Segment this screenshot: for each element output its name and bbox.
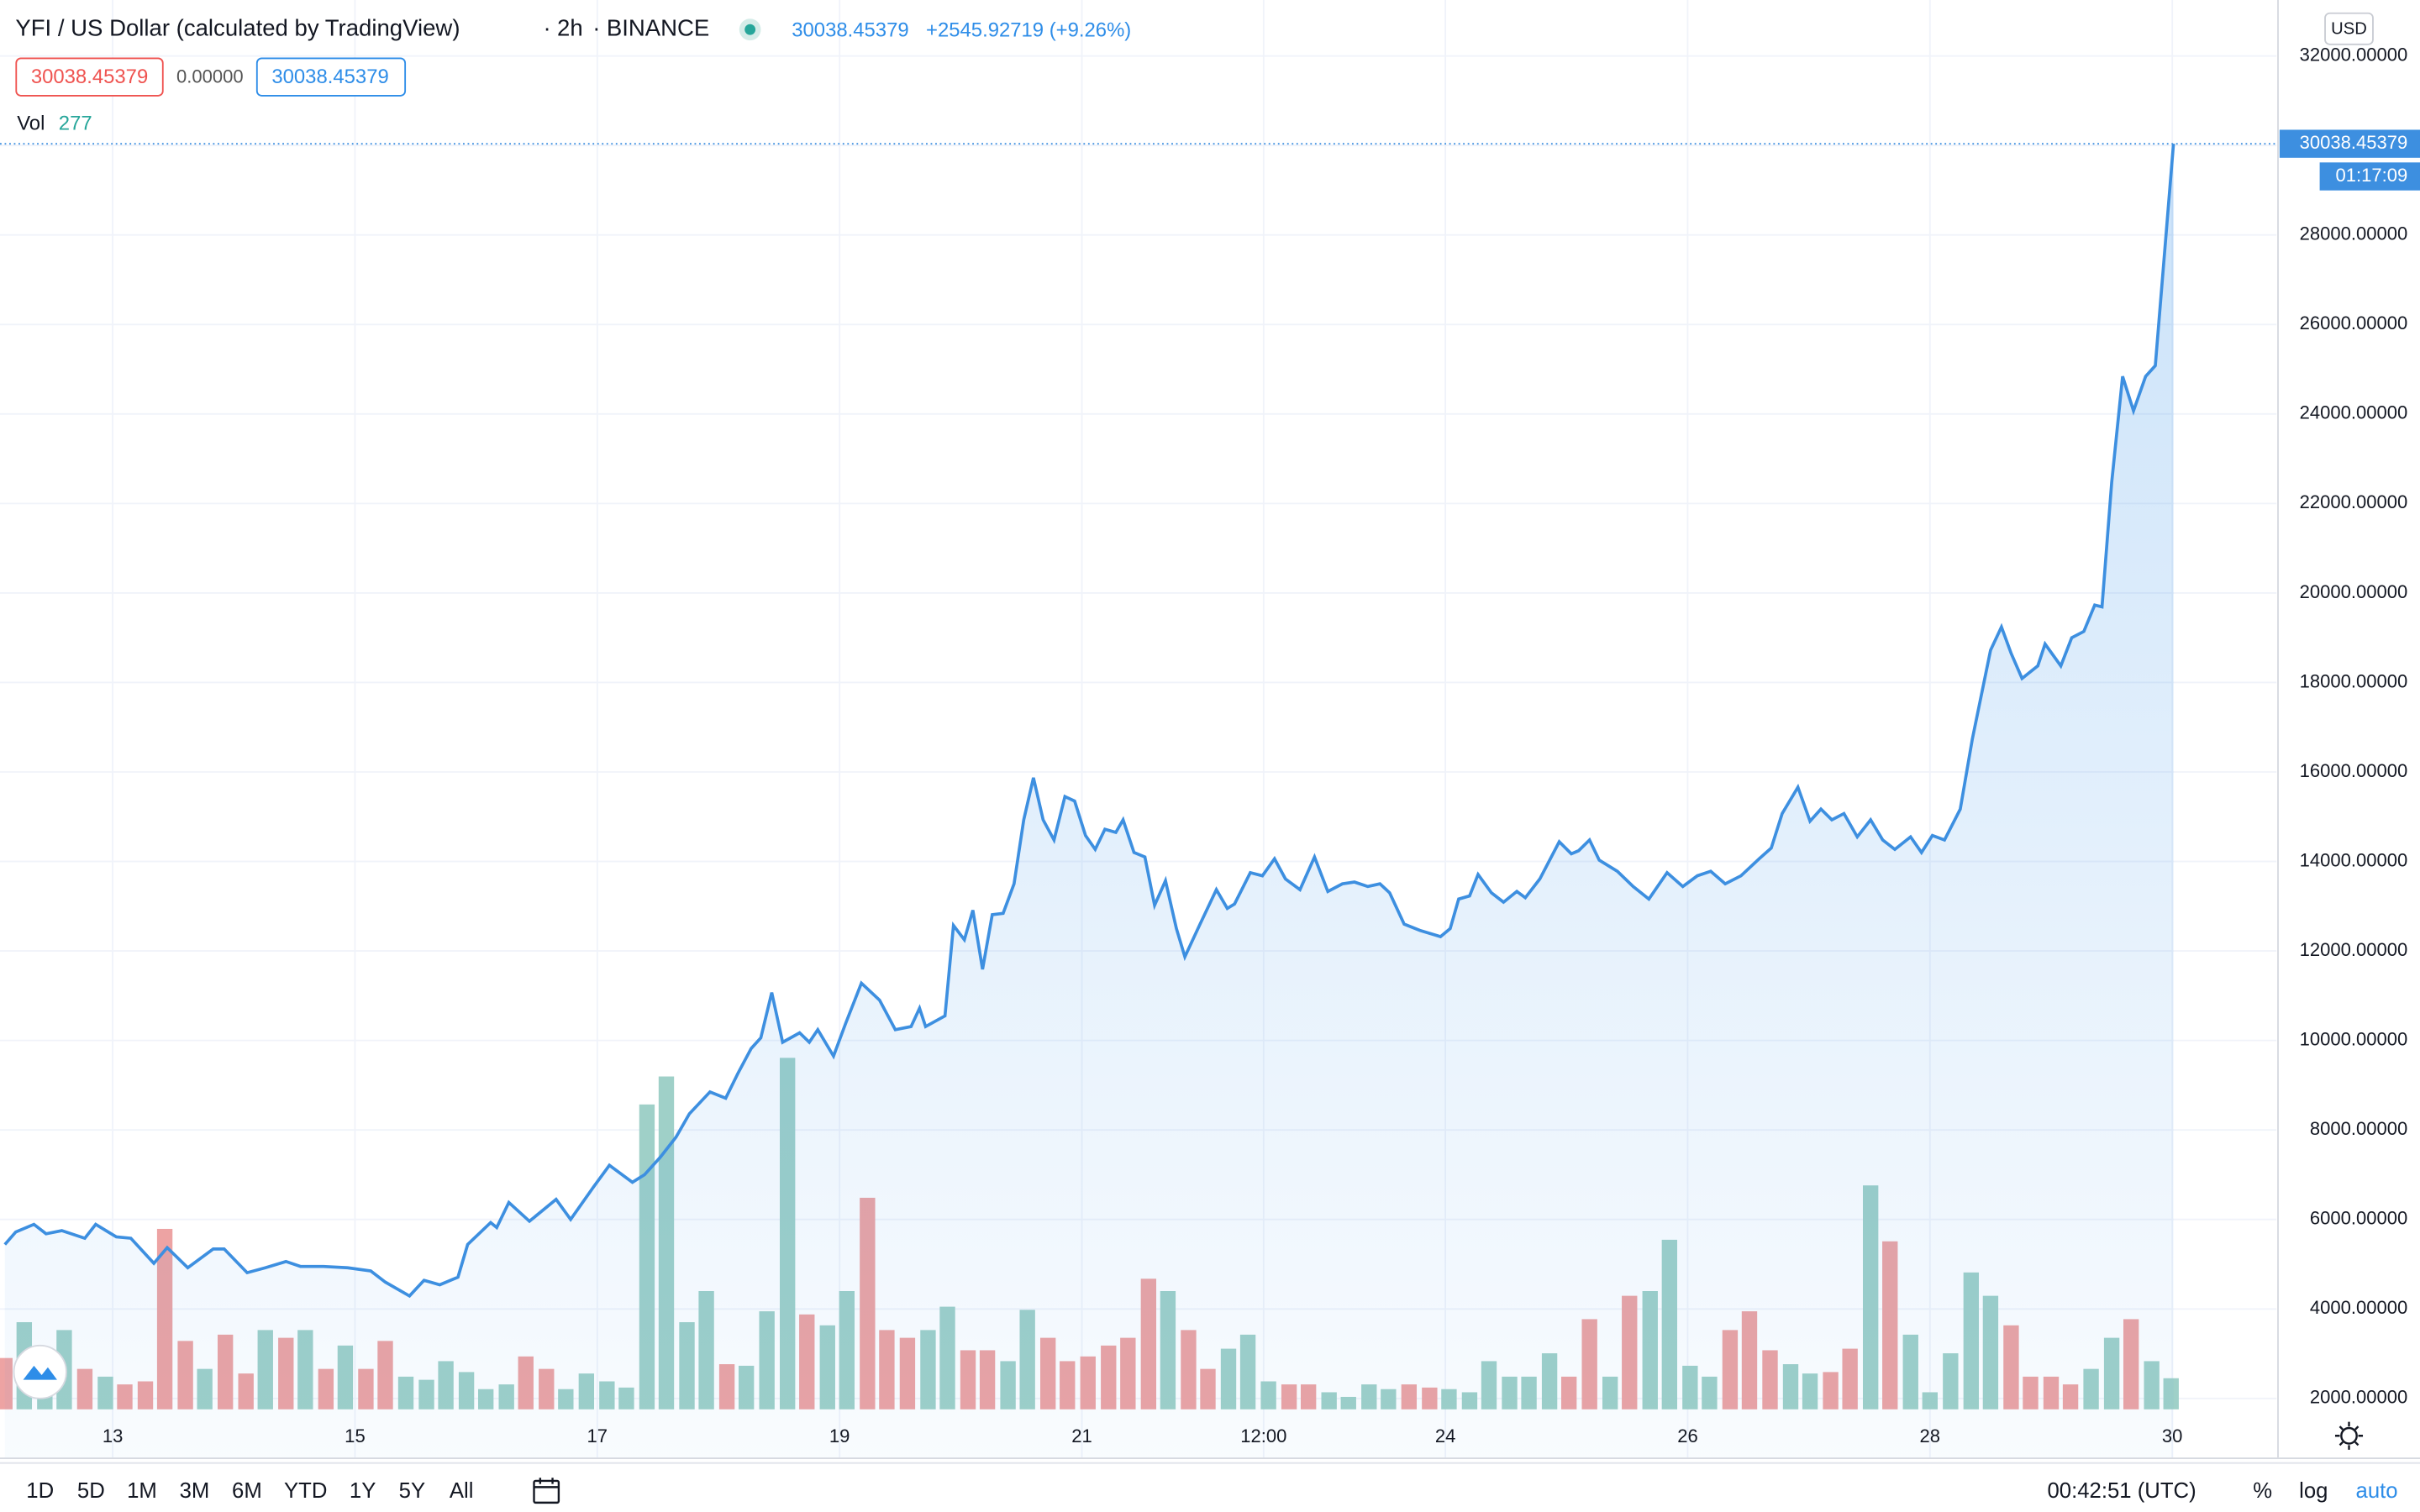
logo[interactable] bbox=[13, 1344, 67, 1399]
y-tick-label: 28000.00000 bbox=[2300, 223, 2408, 244]
y-tick-label: 20000.00000 bbox=[2300, 581, 2408, 602]
date-range-icon[interactable] bbox=[533, 1478, 560, 1504]
x-tick-label: 19 bbox=[829, 1425, 850, 1446]
y-tick-label: 24000.00000 bbox=[2300, 402, 2408, 423]
exchange: BINANCE bbox=[607, 14, 709, 40]
logo-icon bbox=[23, 1365, 57, 1380]
y-tick-label: 6000.00000 bbox=[2310, 1208, 2407, 1229]
x-tick-label: 28 bbox=[1920, 1425, 1941, 1446]
x-tick-label: 12:00 bbox=[1240, 1425, 1286, 1446]
scale-option[interactable]: log bbox=[2299, 1479, 2328, 1503]
settings-icon[interactable] bbox=[2334, 1421, 2364, 1450]
last-price: 30038.45379 bbox=[792, 18, 908, 41]
countdown-tag bbox=[2319, 162, 2420, 191]
symbol-title: YFI / US Dollar (calculated by TradingVi… bbox=[15, 14, 460, 40]
range-button[interactable]: 1D bbox=[26, 1479, 54, 1503]
last-price-tag bbox=[2279, 129, 2420, 158]
currency: USD bbox=[2331, 19, 2367, 38]
x-tick-label: 13 bbox=[103, 1425, 124, 1446]
range-button[interactable]: 3M bbox=[180, 1479, 210, 1503]
y-tick-label: 18000.00000 bbox=[2300, 670, 2408, 691]
market-status-dot bbox=[744, 24, 756, 35]
y-tick-label: 32000.00000 bbox=[2300, 44, 2408, 65]
box bbox=[15, 57, 164, 97]
volume-value: 277 bbox=[59, 112, 92, 134]
last-price-label: 30038.45379 bbox=[2300, 132, 2408, 153]
separator: · bbox=[544, 14, 551, 40]
y-tick-label: 26000.00000 bbox=[2300, 312, 2408, 333]
price-line bbox=[3, 143, 2175, 1299]
box bbox=[255, 57, 407, 97]
volume-label: Vol bbox=[17, 112, 45, 134]
range-button[interactable]: 6M bbox=[232, 1479, 262, 1503]
range-button[interactable]: All bbox=[450, 1479, 474, 1503]
scale-option[interactable]: auto bbox=[2356, 1479, 2398, 1503]
currency-button[interactable] bbox=[2324, 12, 2374, 45]
range-button[interactable]: 1Y bbox=[350, 1479, 376, 1503]
x-tick-label: 26 bbox=[1677, 1425, 1698, 1446]
box-value: 0.00000 bbox=[176, 66, 244, 87]
y-tick-label: 4000.00000 bbox=[2310, 1297, 2407, 1318]
y-tick-label: 8000.00000 bbox=[2310, 1118, 2407, 1139]
separator: · bbox=[592, 14, 600, 40]
x-tick-label: 15 bbox=[345, 1425, 366, 1446]
x-tick-label: 24 bbox=[1435, 1425, 1456, 1446]
box-value: 30038.45379 bbox=[271, 66, 388, 88]
x-tick-label: 17 bbox=[587, 1425, 608, 1446]
y-tick-label: 2000.00000 bbox=[2310, 1387, 2407, 1408]
y-tick-label: 14000.00000 bbox=[2300, 849, 2408, 870]
y-tick-label: 16000.00000 bbox=[2300, 760, 2408, 781]
interval: 2h bbox=[557, 14, 583, 40]
range-button[interactable]: 5D bbox=[77, 1479, 105, 1503]
x-tick-label: 30 bbox=[2162, 1425, 2183, 1446]
clock[interactable]: 00:42:51 (UTC) bbox=[2048, 1479, 2196, 1503]
y-tick-label: 22000.00000 bbox=[2300, 491, 2408, 512]
price-area bbox=[4, 144, 2174, 1458]
countdown: 01:17:09 bbox=[2336, 165, 2408, 186]
y-tick-label: 10000.00000 bbox=[2300, 1028, 2408, 1049]
range-button[interactable]: 5Y bbox=[399, 1479, 425, 1503]
box-value: 30038.45379 bbox=[31, 66, 148, 88]
scale-option[interactable]: % bbox=[2253, 1479, 2272, 1503]
price-change: +2545.92719 (+9.26%) bbox=[926, 18, 1131, 41]
range-button[interactable]: 1M bbox=[127, 1479, 157, 1503]
range-button[interactable]: YTD bbox=[284, 1479, 327, 1503]
x-tick-label: 21 bbox=[1071, 1425, 1092, 1446]
y-tick-label: 12000.00000 bbox=[2300, 939, 2408, 960]
